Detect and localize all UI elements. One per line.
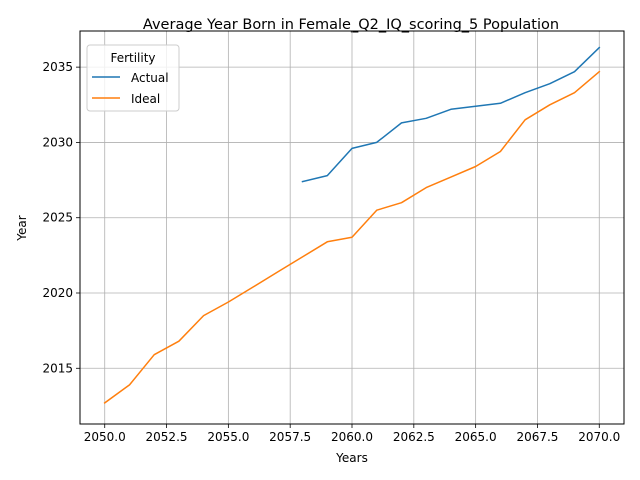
x-tick-label: 2060.0 (331, 430, 373, 444)
x-tick-label: 2052.5 (146, 430, 188, 444)
plot-lines (103, 46, 601, 404)
x-tick-label: 2057.5 (269, 430, 311, 444)
y-tick-label: 2020 (42, 286, 73, 300)
series-line-ideal (103, 70, 601, 404)
legend-label-actual: Actual (131, 71, 169, 85)
x-tick-label: 2050.0 (84, 430, 126, 444)
legend: Fertility Actual Ideal (86, 44, 180, 112)
legend-label-ideal: Ideal (131, 92, 160, 106)
x-tick-label: 2055.0 (207, 430, 249, 444)
x-tick-label: 2070.0 (578, 430, 620, 444)
y-tick-label: 2035 (42, 60, 73, 74)
x-tick-label: 2065.0 (455, 430, 497, 444)
y-axis: 2015 2020 2025 2030 2035 (42, 60, 80, 375)
chart-title: Average Year Born in Female_Q2_IQ_scorin… (143, 17, 559, 33)
x-tick-label: 2067.5 (516, 430, 558, 444)
y-tick-label: 2015 (42, 361, 73, 375)
series-line-actual (301, 46, 601, 183)
x-tick-label: 2062.5 (393, 430, 435, 444)
legend-title: Fertility (110, 51, 155, 65)
legend-box (86, 44, 180, 112)
x-axis: 2050.0 2052.5 2055.0 2057.5 2060.0 2062.5 2065… (84, 424, 620, 444)
grid (80, 31, 624, 424)
x-axis-label: Years (335, 451, 368, 465)
y-tick-label: 2030 (42, 135, 73, 149)
y-axis-label: Year (15, 215, 29, 241)
y-tick-label: 2025 (42, 211, 73, 225)
